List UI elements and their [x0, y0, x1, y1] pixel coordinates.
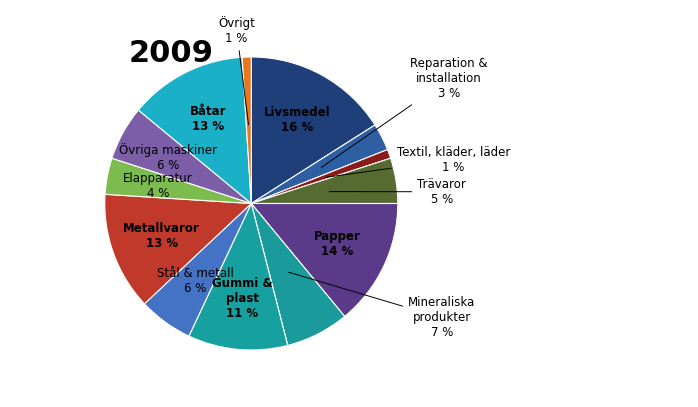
Wedge shape — [189, 204, 288, 350]
Text: Textil, kläder, läder
1 %: Textil, kläder, läder 1 % — [326, 146, 510, 177]
Wedge shape — [251, 158, 398, 204]
Text: Övriga maskiner
6 %: Övriga maskiner 6 % — [119, 143, 217, 172]
Wedge shape — [251, 57, 375, 204]
Text: Gummi &
plast
11 %: Gummi & plast 11 % — [212, 277, 273, 320]
Text: 2009: 2009 — [128, 39, 213, 68]
Text: Trävaror
5 %: Trävaror 5 % — [329, 178, 466, 206]
Text: Papper
14 %: Papper 14 % — [314, 230, 361, 258]
Text: Livsmedel
16 %: Livsmedel 16 % — [264, 106, 330, 134]
Wedge shape — [251, 125, 387, 204]
Wedge shape — [144, 204, 251, 336]
Text: Metallvaror
13 %: Metallvaror 13 % — [124, 222, 200, 250]
Wedge shape — [251, 204, 398, 316]
Text: Reparation &
installation
3 %: Reparation & installation 3 % — [322, 57, 488, 167]
Wedge shape — [105, 158, 251, 204]
Text: Elapparatur
4 %: Elapparatur 4 % — [123, 172, 193, 200]
Wedge shape — [112, 110, 251, 204]
Wedge shape — [242, 57, 251, 204]
Text: Stål & metall
6 %: Stål & metall 6 % — [157, 267, 234, 295]
Wedge shape — [251, 204, 345, 346]
Text: Båtar
13 %: Båtar 13 % — [190, 105, 226, 133]
Text: Övrigt
1 %: Övrigt 1 % — [218, 16, 255, 125]
Wedge shape — [251, 149, 391, 204]
Wedge shape — [105, 194, 251, 304]
Wedge shape — [138, 57, 251, 204]
Text: Mineraliska
produkter
7 %: Mineraliska produkter 7 % — [288, 272, 475, 339]
